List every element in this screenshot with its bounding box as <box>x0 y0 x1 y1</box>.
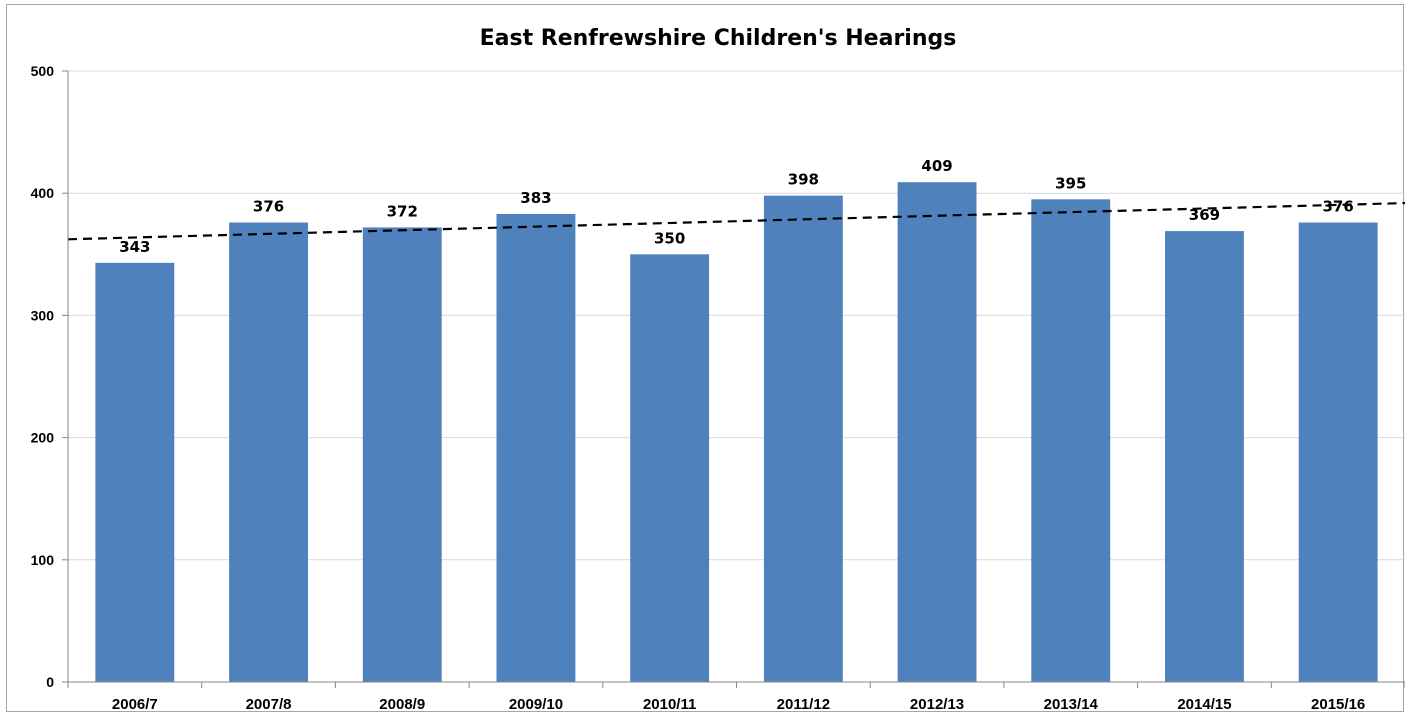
bar-2007-8 <box>229 222 308 682</box>
x-tick-label-2007-8: 2007/8 <box>246 696 292 713</box>
x-tick-label-2008-9: 2008/9 <box>379 696 425 713</box>
data-label-2009-10: 383 <box>520 189 551 207</box>
bars <box>95 182 1378 683</box>
bar-2009-10 <box>496 213 576 682</box>
y-tick-label-200: 200 <box>31 430 55 446</box>
y-tick-label-300: 300 <box>31 307 55 323</box>
bar-chart: East Renfrewshire Children's Hearings 34… <box>31 26 1405 713</box>
data-labels: 343 376 372 383 350 398 409 395 369 376 <box>119 157 1354 256</box>
x-tick-label-2009-10: 2009/10 <box>509 696 563 713</box>
chart-title: East Renfrewshire Children's Hearings <box>480 26 957 51</box>
x-tick-label-2013-14: 2013/14 <box>1044 696 1099 713</box>
y-tick-label-500: 500 <box>31 63 55 79</box>
bar-2012-13 <box>897 182 977 682</box>
x-tick-label-2014-15: 2014/15 <box>1177 696 1231 713</box>
x-tick-label-2006-7: 2006/7 <box>112 696 158 713</box>
y-tick-label-0: 0 <box>46 674 54 690</box>
data-label-2011-12: 398 <box>788 171 819 189</box>
data-label-2010-11: 350 <box>654 229 685 247</box>
bar-2011-12 <box>763 195 843 683</box>
trendline <box>67 201 1405 241</box>
x-tick-label-2011-12: 2011/12 <box>777 696 830 713</box>
bar-2014-15 <box>1165 231 1244 682</box>
bar-2010-11 <box>630 254 710 683</box>
data-label-2006-7: 343 <box>119 238 150 256</box>
x-tick-label-2012-13: 2012/13 <box>910 696 964 713</box>
x-tick-label-2015-16: 2015/16 <box>1311 696 1365 713</box>
y-tick-label-400: 400 <box>31 185 55 201</box>
data-label-2008-9: 372 <box>387 202 418 220</box>
bar-2013-14 <box>1031 199 1111 682</box>
bar-2008-9 <box>362 227 442 682</box>
data-label-2007-8: 376 <box>253 198 284 216</box>
data-label-2012-13: 409 <box>921 157 952 175</box>
trendline-group <box>67 201 1405 241</box>
data-label-2015-16: 376 <box>1322 198 1353 216</box>
bar-2006-7 <box>95 262 175 682</box>
data-label-2013-14: 395 <box>1055 174 1086 192</box>
y-tick-label-100: 100 <box>31 552 55 568</box>
axes: 0 100 200 300 400 500 2006/7 2007/8 2008/9 2009/1… <box>31 63 1405 713</box>
data-label-2014-15: 369 <box>1189 206 1220 224</box>
x-tick-label-2010-11: 2010/11 <box>643 696 696 713</box>
bar-2015-16 <box>1298 222 1378 682</box>
chart-frame: East Renfrewshire Children's Hearings 34… <box>6 4 1405 713</box>
